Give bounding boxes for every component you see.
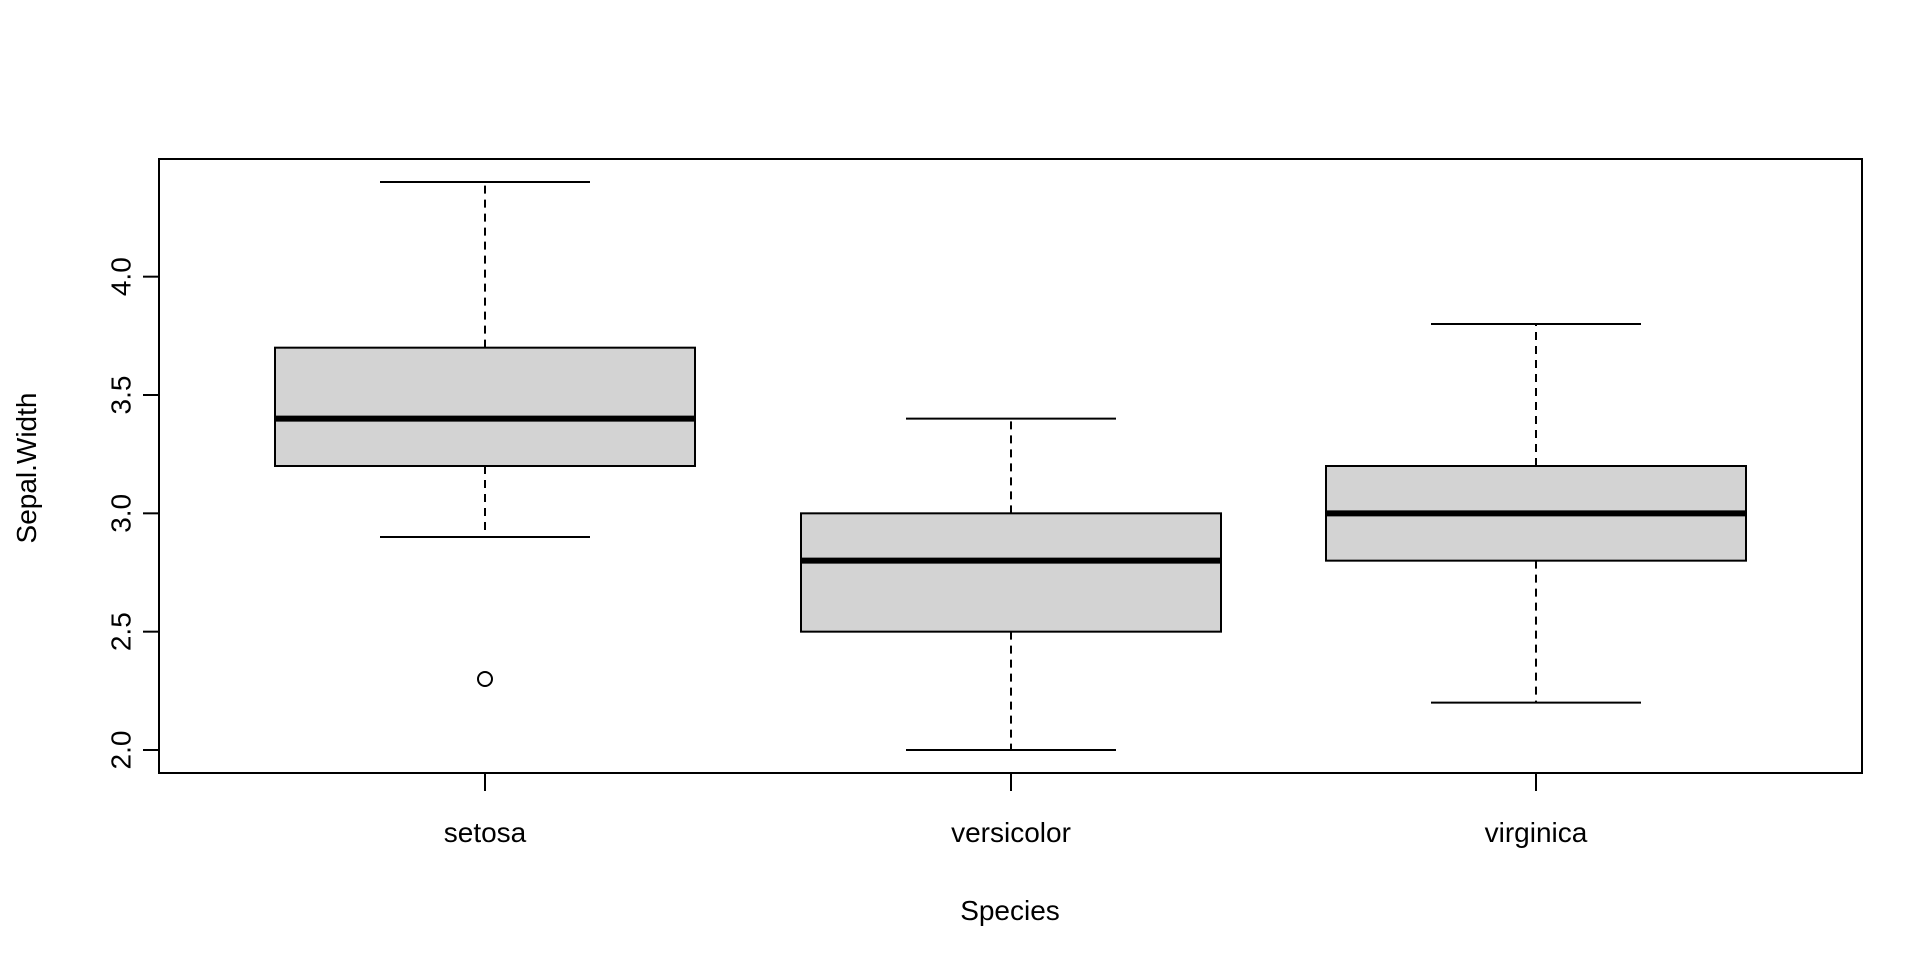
plot-layer: 2.0 2.5 3.0 3.5 4.0 setosa versicolor virginica bbox=[105, 158, 1863, 848]
x-axis-label: Species bbox=[960, 895, 1060, 926]
outlier-point-setosa-0 bbox=[477, 671, 493, 687]
y-tick-label-3.0: 3.0 bbox=[105, 494, 136, 533]
y-axis-label: Sepal.Width bbox=[11, 393, 42, 544]
box-setosa bbox=[274, 346, 696, 467]
y-tick-label-3.5: 3.5 bbox=[105, 376, 136, 415]
y-tick-label-2.5: 2.5 bbox=[105, 612, 136, 651]
box-versicolor bbox=[800, 512, 1222, 633]
y-tick-label-2.0: 2.0 bbox=[105, 731, 136, 770]
x-tick-label-virginica: virginica bbox=[1485, 817, 1588, 848]
y-tick-label-4.0: 4.0 bbox=[105, 257, 136, 296]
x-tick-label-setosa: setosa bbox=[444, 817, 527, 848]
x-tick-label-versicolor: versicolor bbox=[951, 817, 1071, 848]
